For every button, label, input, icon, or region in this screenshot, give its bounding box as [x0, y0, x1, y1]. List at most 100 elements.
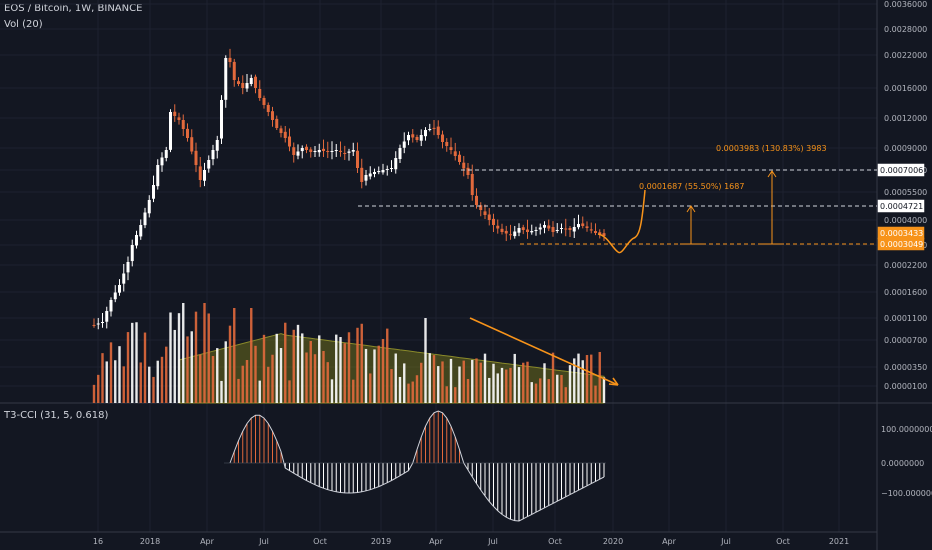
candle-body: [428, 129, 432, 130]
price-tick-label: 0.0004000: [884, 216, 927, 225]
candle-body: [237, 81, 240, 84]
volume-bar: [428, 353, 431, 403]
candle-body: [385, 169, 389, 170]
volume-bar: [522, 362, 525, 403]
volume-bar: [143, 332, 147, 403]
volume-bar: [288, 380, 291, 403]
volume-bar: [131, 322, 134, 403]
volume-bar: [488, 377, 491, 403]
candle-body: [300, 148, 304, 152]
volume-bar: [398, 376, 402, 403]
candle-body: [279, 128, 283, 133]
price-label-text: 0.0003049: [880, 240, 923, 249]
volume-bar: [390, 369, 393, 403]
volume-bar: [449, 358, 453, 403]
price-tick-label: 0.0000700: [884, 336, 927, 345]
volume-bar: [258, 380, 261, 403]
volume-bar: [432, 355, 436, 403]
volume-bar: [250, 308, 253, 403]
chart-symbol-title: EOS / Bitcoin, 1W, BINANCE: [4, 3, 143, 14]
volume-bar: [152, 376, 155, 403]
volume-bar: [203, 303, 206, 403]
candle-body: [109, 300, 113, 312]
volume-trend-arrowhead: [608, 377, 619, 386]
candle-body: [254, 76, 257, 88]
candle-body: [373, 172, 376, 175]
candle-body: [517, 228, 521, 233]
volume-bar: [326, 362, 329, 403]
candle-body: [555, 230, 559, 231]
candle-body: [126, 262, 130, 273]
price-label-text: 0.0003433: [880, 229, 923, 238]
volume-bar: [97, 374, 100, 403]
candle-body: [173, 111, 177, 116]
cci-line: [229, 410, 605, 522]
candle-body: [143, 212, 147, 226]
price-tick-label: 0.0002200: [884, 261, 927, 270]
volume-bar: [322, 350, 325, 403]
candle-body: [147, 200, 151, 214]
candle-body: [262, 97, 266, 105]
candle-body: [572, 227, 576, 232]
volume-bar: [492, 363, 495, 403]
time-tick-label: Jul: [720, 537, 731, 546]
time-tick-label: Apr: [429, 537, 444, 546]
candle-body: [436, 126, 440, 135]
candle-body: [122, 273, 126, 284]
candle-body: [164, 150, 168, 158]
volume-bar: [305, 352, 308, 403]
candle-body: [130, 245, 134, 262]
volume-bar: [118, 346, 121, 403]
volume-bar: [135, 322, 138, 403]
volume-bar: [462, 360, 465, 403]
candle-body: [317, 150, 321, 153]
time-tick-label: 2021: [829, 537, 849, 546]
volume-bar: [420, 362, 423, 403]
volume-bar: [560, 374, 563, 403]
grid-lines: [0, 0, 877, 532]
volume-bar: [581, 360, 584, 403]
candle-body: [407, 135, 410, 141]
time-tick-label: Apr: [662, 537, 677, 546]
volume-bar: [534, 383, 538, 403]
candle-body: [322, 148, 325, 151]
candle-body: [177, 117, 181, 120]
volume-bar: [309, 340, 312, 403]
volume-bar: [177, 313, 181, 403]
candle-body: [334, 150, 338, 151]
volume-bar: [169, 312, 172, 403]
candle-body: [139, 225, 143, 237]
volume-bar: [190, 331, 193, 403]
volume-bar: [505, 369, 508, 403]
volume-bar: [186, 336, 189, 403]
volume-bar: [441, 361, 444, 403]
volume-bar: [105, 361, 108, 403]
candle-body: [543, 225, 546, 228]
price-label-text: 0.0007006: [880, 166, 923, 175]
candle-body: [232, 61, 236, 80]
candle-body: [445, 141, 449, 146]
candle-body: [509, 234, 512, 236]
candle-body: [402, 141, 406, 148]
time-tick-label: Oct: [313, 537, 327, 546]
volume-bar: [479, 362, 482, 403]
candle-body: [381, 170, 385, 173]
time-tick-label: Jul: [258, 537, 269, 546]
volume-bar: [271, 354, 274, 403]
volume-bar: [547, 379, 550, 403]
volume-bar: [194, 311, 198, 403]
volume-bar: [415, 375, 419, 403]
volume-bar: [407, 383, 410, 403]
candle-body: [419, 135, 423, 141]
candle-body: [241, 82, 245, 88]
candle-body: [228, 57, 232, 62]
volume-bar: [458, 366, 461, 403]
volume-bar: [496, 373, 499, 403]
candle-body: [560, 228, 563, 229]
price-tick-label: 0.0012000: [884, 114, 927, 123]
volume-bar: [526, 361, 529, 403]
candle-body: [220, 100, 223, 139]
candle-body: [462, 162, 466, 169]
candle-body: [466, 167, 470, 175]
